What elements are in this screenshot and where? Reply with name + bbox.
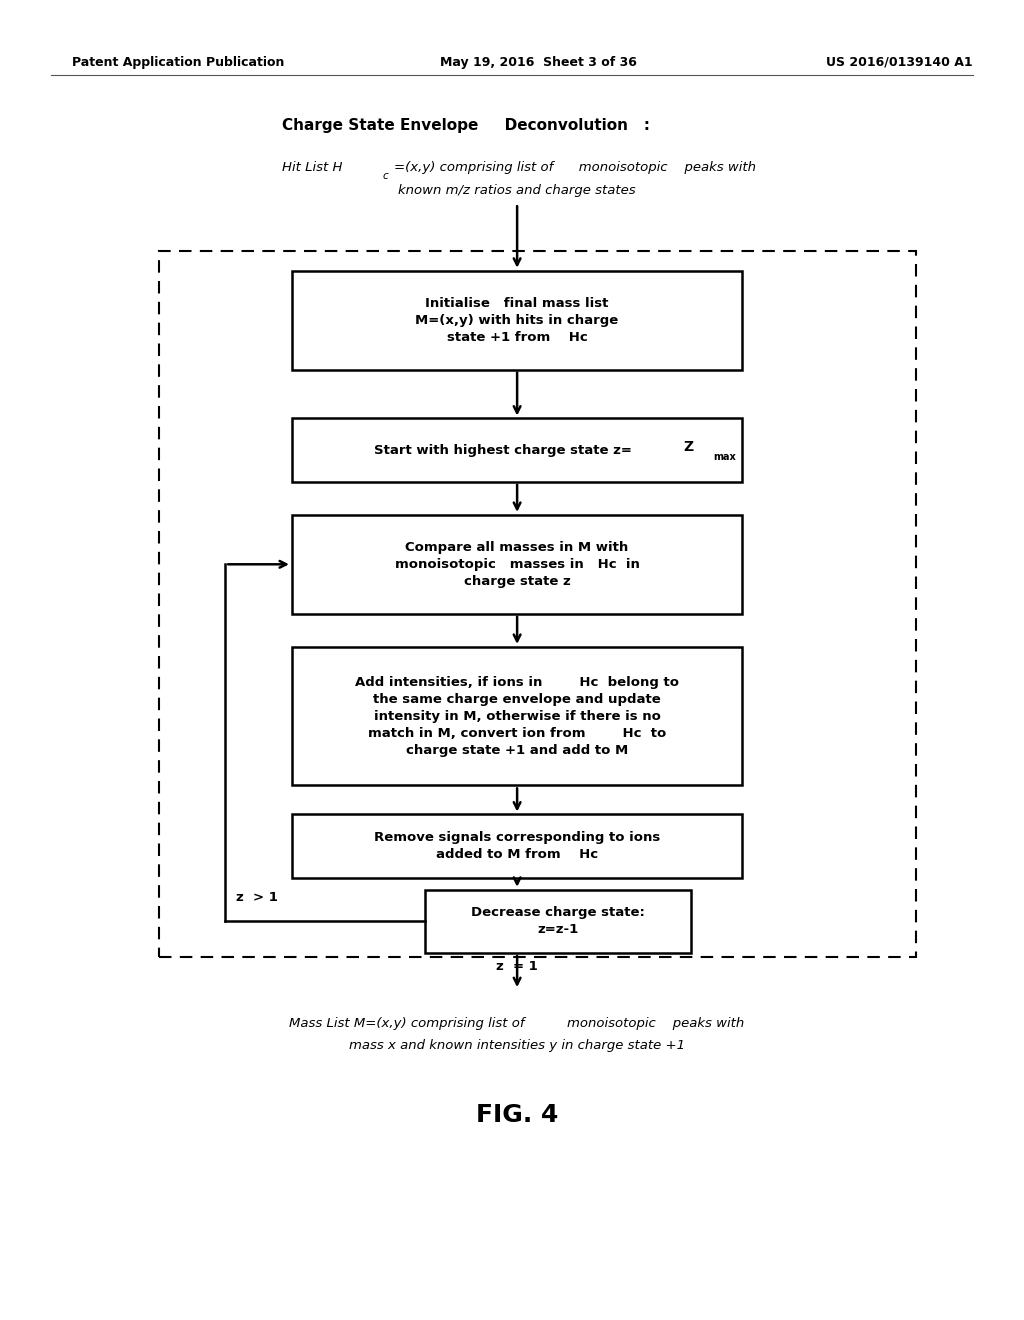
Text: z  = 1: z = 1 (497, 960, 538, 973)
Bar (292, 418, 742, 482)
Text: Patent Application Publication: Patent Application Publication (72, 55, 284, 69)
Text: Decrease charge state:
z=z-1: Decrease charge state: z=z-1 (471, 907, 645, 936)
Bar (292, 271, 742, 370)
Text: Initialise   final mass list
M=(x,y) with hits in charge
state +1 from    Hᴄ: Initialise final mass list M=(x,y) with … (416, 297, 618, 343)
Text: mass x and known intensities y in charge state +1: mass x and known intensities y in charge… (349, 1039, 685, 1052)
Text: Z: Z (683, 441, 693, 454)
Text: =(x,y) comprising list of      monoisotopic    peaks with: =(x,y) comprising list of monoisotopic p… (394, 161, 757, 174)
Text: US 2016/0139140 A1: US 2016/0139140 A1 (826, 55, 973, 69)
Text: May 19, 2016  Sheet 3 of 36: May 19, 2016 Sheet 3 of 36 (440, 55, 637, 69)
Text: Compare all masses in M with
monoisotopic   masses in   Hᴄ  in
charge state z: Compare all masses in M with monoisotopi… (394, 541, 640, 587)
Bar (159, 251, 916, 957)
Text: c: c (383, 170, 389, 181)
Text: Start with highest charge state z=: Start with highest charge state z= (374, 444, 632, 457)
Text: Mass List M=(x,y) comprising list of          monoisotopic    peaks with: Mass List M=(x,y) comprising list of mon… (290, 1016, 744, 1030)
Text: Remove signals corresponding to ions
added to M from    Hᴄ: Remove signals corresponding to ions add… (374, 832, 660, 861)
Text: max: max (714, 451, 736, 462)
Text: Charge State Envelope     Deconvolution   :: Charge State Envelope Deconvolution : (282, 117, 649, 133)
Bar (425, 890, 691, 953)
Bar (292, 647, 742, 785)
Text: known m/z ratios and charge states: known m/z ratios and charge states (398, 183, 636, 197)
Bar (292, 814, 742, 878)
Bar (292, 515, 742, 614)
Text: FIG. 4: FIG. 4 (476, 1104, 558, 1127)
Text: z  > 1: z > 1 (236, 891, 278, 904)
Text: Hit List H: Hit List H (282, 161, 342, 174)
Text: Add intensities, if ions in        Hᴄ  belong to
the same charge envelope and up: Add intensities, if ions in Hᴄ belong to… (355, 676, 679, 756)
